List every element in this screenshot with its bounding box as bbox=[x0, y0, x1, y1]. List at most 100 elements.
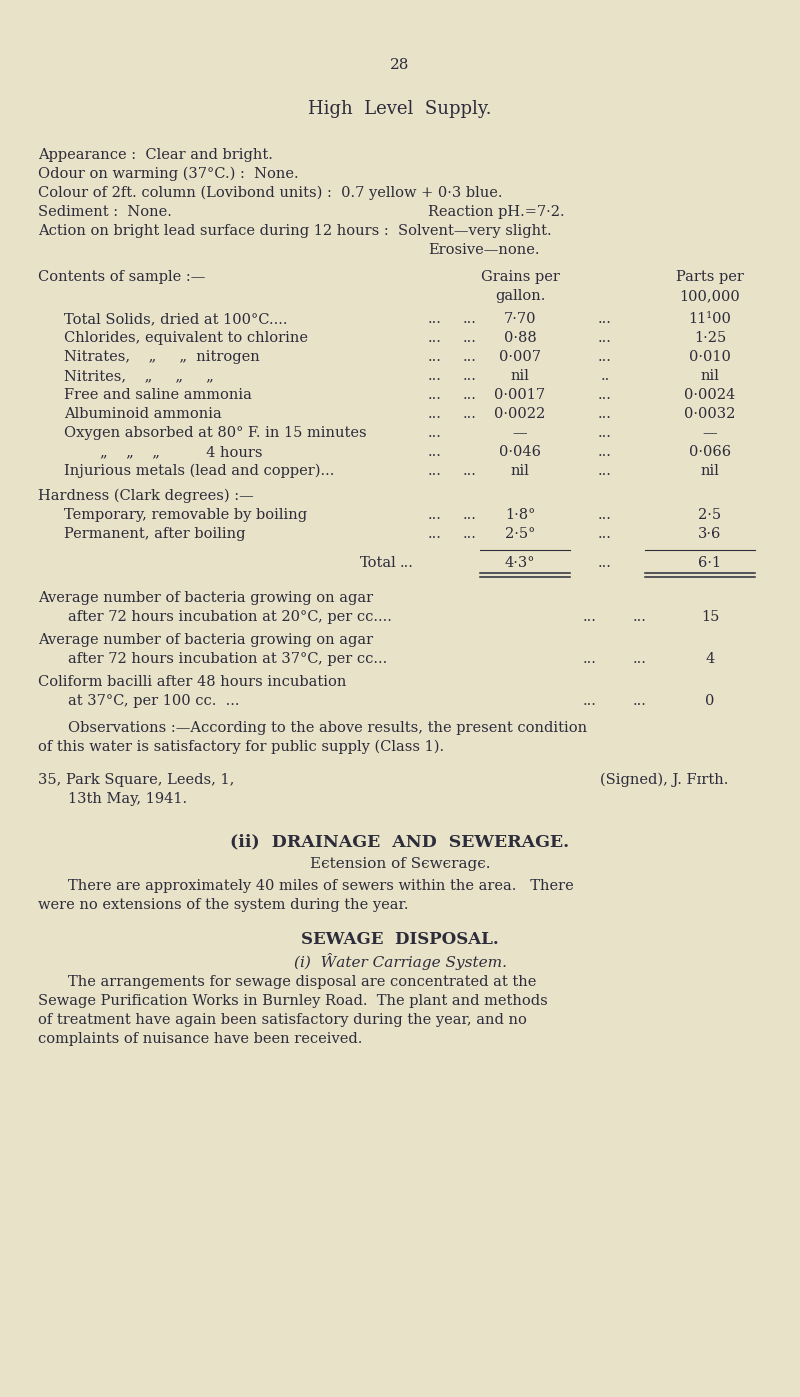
Text: 1·25: 1·25 bbox=[694, 331, 726, 345]
Text: Parts per: Parts per bbox=[676, 270, 744, 284]
Text: ...: ... bbox=[463, 331, 477, 345]
Text: ...: ... bbox=[633, 652, 647, 666]
Text: ...: ... bbox=[428, 331, 442, 345]
Text: 28: 28 bbox=[390, 59, 410, 73]
Text: 1·8°: 1·8° bbox=[505, 509, 535, 522]
Text: after 72 hours incubation at 20°C, per cc....: after 72 hours incubation at 20°C, per c… bbox=[68, 610, 392, 624]
Text: Observations :—According to the above results, the present condition: Observations :—According to the above re… bbox=[68, 721, 587, 735]
Text: Reaction pH.=7·2.: Reaction pH.=7·2. bbox=[428, 205, 565, 219]
Text: ...: ... bbox=[463, 464, 477, 478]
Text: 7·70: 7·70 bbox=[504, 312, 536, 326]
Text: (i)  Ŵater Carriage System.: (i) Ŵater Carriage System. bbox=[294, 953, 506, 970]
Text: ...: ... bbox=[428, 369, 442, 383]
Text: There are approximately 40 miles of sewers within the area.   There: There are approximately 40 miles of sewe… bbox=[68, 879, 574, 893]
Text: Permanent, after boiling: Permanent, after boiling bbox=[64, 527, 246, 541]
Text: 2·5°: 2·5° bbox=[505, 527, 535, 541]
Text: ...: ... bbox=[598, 407, 612, 420]
Text: were no extensions of the system during the year.: were no extensions of the system during … bbox=[38, 898, 409, 912]
Text: Free and saline ammonia: Free and saline ammonia bbox=[64, 388, 252, 402]
Text: ...: ... bbox=[463, 312, 477, 326]
Text: 0·88: 0·88 bbox=[504, 331, 536, 345]
Text: ...: ... bbox=[463, 351, 477, 365]
Text: 4·3°: 4·3° bbox=[505, 556, 535, 570]
Text: Sediment :  None.: Sediment : None. bbox=[38, 205, 172, 219]
Text: Albuminoid ammonia: Albuminoid ammonia bbox=[64, 407, 222, 420]
Text: 0: 0 bbox=[706, 694, 714, 708]
Text: ...: ... bbox=[463, 369, 477, 383]
Text: 35, Park Square, Leeds, 1,: 35, Park Square, Leeds, 1, bbox=[38, 773, 234, 787]
Text: 0·066: 0·066 bbox=[689, 446, 731, 460]
Text: Average number of bacteria growing on agar: Average number of bacteria growing on ag… bbox=[38, 633, 373, 647]
Text: 0·0022: 0·0022 bbox=[494, 407, 546, 420]
Text: Grains per: Grains per bbox=[481, 270, 559, 284]
Text: Coliform bacilli after 48 hours incubation: Coliform bacilli after 48 hours incubati… bbox=[38, 675, 346, 689]
Text: 0·0032: 0·0032 bbox=[684, 407, 736, 420]
Text: Odour on warming (37°C.) :  None.: Odour on warming (37°C.) : None. bbox=[38, 168, 298, 182]
Text: „    „    „          4 hours: „ „ „ 4 hours bbox=[100, 446, 262, 460]
Text: ...: ... bbox=[428, 312, 442, 326]
Text: ...: ... bbox=[463, 407, 477, 420]
Text: Eєtension of Sєwєragє.: Eєtension of Sєwєragє. bbox=[310, 856, 490, 870]
Text: 11¹00: 11¹00 bbox=[689, 312, 731, 326]
Text: 0·0017: 0·0017 bbox=[494, 388, 546, 402]
Text: ...: ... bbox=[428, 426, 442, 440]
Text: ...: ... bbox=[598, 388, 612, 402]
Text: Temporary, removable by boiling: Temporary, removable by boiling bbox=[64, 509, 307, 522]
Text: 0·007: 0·007 bbox=[499, 351, 541, 365]
Text: after 72 hours incubation at 37°C, per cc...: after 72 hours incubation at 37°C, per c… bbox=[68, 652, 387, 666]
Text: nil: nil bbox=[510, 464, 530, 478]
Text: Appearance :  Clear and bright.: Appearance : Clear and bright. bbox=[38, 148, 273, 162]
Text: ...: ... bbox=[598, 331, 612, 345]
Text: Total Solids, dried at 100°C....: Total Solids, dried at 100°C.... bbox=[64, 312, 287, 326]
Text: —: — bbox=[513, 426, 527, 440]
Text: Total: Total bbox=[360, 556, 397, 570]
Text: (ii)  DRAINAGE  AND  SEWERAGE.: (ii) DRAINAGE AND SEWERAGE. bbox=[230, 833, 570, 849]
Text: Contents of sample :—: Contents of sample :— bbox=[38, 270, 206, 284]
Text: ...: ... bbox=[598, 351, 612, 365]
Text: ...: ... bbox=[463, 509, 477, 522]
Text: ...: ... bbox=[428, 527, 442, 541]
Text: Colour of 2ft. column (Lovibond units) :  0.7 yellow + 0·3 blue.: Colour of 2ft. column (Lovibond units) :… bbox=[38, 186, 502, 200]
Text: SEWAGE  DISPOSAL.: SEWAGE DISPOSAL. bbox=[301, 930, 499, 949]
Text: Action on bright lead surface during 12 hours :  Solvent—very slight.: Action on bright lead surface during 12 … bbox=[38, 224, 552, 237]
Text: ...: ... bbox=[598, 464, 612, 478]
Text: ...: ... bbox=[598, 312, 612, 326]
Text: 0·046: 0·046 bbox=[499, 446, 541, 460]
Text: complaints of nuisance have been received.: complaints of nuisance have been receive… bbox=[38, 1032, 362, 1046]
Text: Sewage Purification Works in Burnley Road.  The plant and methods: Sewage Purification Works in Burnley Roa… bbox=[38, 995, 548, 1009]
Text: ..: .. bbox=[600, 369, 610, 383]
Text: 15: 15 bbox=[701, 610, 719, 624]
Text: High  Level  Supply.: High Level Supply. bbox=[308, 101, 492, 117]
Text: Erosive—none.: Erosive—none. bbox=[428, 243, 539, 257]
Text: at 37°C, per 100 cc.  ...: at 37°C, per 100 cc. ... bbox=[68, 694, 239, 708]
Text: ...: ... bbox=[428, 351, 442, 365]
Text: ...: ... bbox=[598, 426, 612, 440]
Text: ...: ... bbox=[598, 509, 612, 522]
Text: ...: ... bbox=[633, 694, 647, 708]
Text: nil: nil bbox=[510, 369, 530, 383]
Text: —: — bbox=[702, 426, 718, 440]
Text: Hardness (Clark degrees) :—: Hardness (Clark degrees) :— bbox=[38, 489, 254, 503]
Text: Average number of bacteria growing on agar: Average number of bacteria growing on ag… bbox=[38, 591, 373, 605]
Text: 2·5: 2·5 bbox=[698, 509, 722, 522]
Text: Chlorides, equivalent to chlorine: Chlorides, equivalent to chlorine bbox=[64, 331, 308, 345]
Text: gallon.: gallon. bbox=[495, 289, 545, 303]
Text: ...: ... bbox=[583, 694, 597, 708]
Text: ...: ... bbox=[633, 610, 647, 624]
Text: ...: ... bbox=[428, 509, 442, 522]
Text: ...: ... bbox=[598, 527, 612, 541]
Text: nil: nil bbox=[701, 464, 719, 478]
Text: ...: ... bbox=[463, 527, 477, 541]
Text: of this water is satisfactory for public supply (Class 1).: of this water is satisfactory for public… bbox=[38, 740, 444, 754]
Text: ...: ... bbox=[428, 388, 442, 402]
Text: 4: 4 bbox=[706, 652, 714, 666]
Text: ...: ... bbox=[598, 556, 612, 570]
Text: Nitrates,    „     „  nitrogen: Nitrates, „ „ nitrogen bbox=[64, 351, 260, 365]
Text: ...: ... bbox=[400, 556, 414, 570]
Text: The arrangements for sewage disposal are concentrated at the: The arrangements for sewage disposal are… bbox=[68, 975, 536, 989]
Text: (Signed), J. Fɪrth.: (Signed), J. Fɪrth. bbox=[600, 773, 728, 788]
Text: ...: ... bbox=[583, 652, 597, 666]
Text: Injurious metals (lead and copper)...: Injurious metals (lead and copper)... bbox=[64, 464, 334, 478]
Text: 6·1: 6·1 bbox=[698, 556, 722, 570]
Text: ...: ... bbox=[463, 388, 477, 402]
